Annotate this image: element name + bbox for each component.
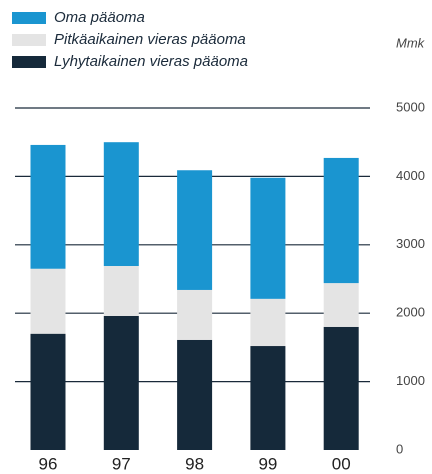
bar-segment bbox=[177, 170, 213, 290]
bar-segment bbox=[30, 144, 66, 269]
y-tick-label: 4000 bbox=[396, 168, 425, 183]
legend-swatch bbox=[12, 56, 46, 68]
bar-segment bbox=[323, 326, 359, 450]
bar-segment bbox=[30, 268, 66, 334]
legend-label: Oma pääoma bbox=[54, 9, 145, 26]
bar-segment bbox=[30, 333, 66, 450]
bar-segment bbox=[103, 142, 139, 267]
legend-swatch bbox=[12, 34, 46, 46]
y-tick-label: 3000 bbox=[396, 236, 425, 251]
bar-segment bbox=[103, 315, 139, 450]
bar-segment bbox=[177, 339, 213, 450]
bar-segment bbox=[250, 298, 286, 347]
x-tick-label: 98 bbox=[185, 454, 204, 473]
x-tick-label: 00 bbox=[332, 454, 351, 473]
bar-segment bbox=[177, 289, 213, 340]
legend-label: Lyhytaikainen vieras pääoma bbox=[54, 53, 248, 70]
bar-segment bbox=[323, 283, 359, 327]
x-tick-label: 96 bbox=[39, 454, 58, 473]
y-tick-label: 5000 bbox=[396, 99, 425, 114]
bar-segment bbox=[323, 157, 359, 284]
legend-swatch bbox=[12, 12, 46, 24]
y-tick-label: 0 bbox=[396, 441, 403, 456]
x-tick-label: 99 bbox=[258, 454, 277, 473]
legend-label: Pitkäaikainen vieras pääoma bbox=[54, 31, 246, 48]
bar-segment bbox=[250, 177, 286, 299]
y-tick-label: 2000 bbox=[396, 305, 425, 320]
bar-segment bbox=[250, 346, 286, 450]
y-tick-label: 1000 bbox=[396, 373, 425, 388]
unit-label: Mmk bbox=[396, 35, 426, 50]
bar-segment bbox=[103, 266, 139, 316]
x-tick-label: 97 bbox=[112, 454, 131, 473]
